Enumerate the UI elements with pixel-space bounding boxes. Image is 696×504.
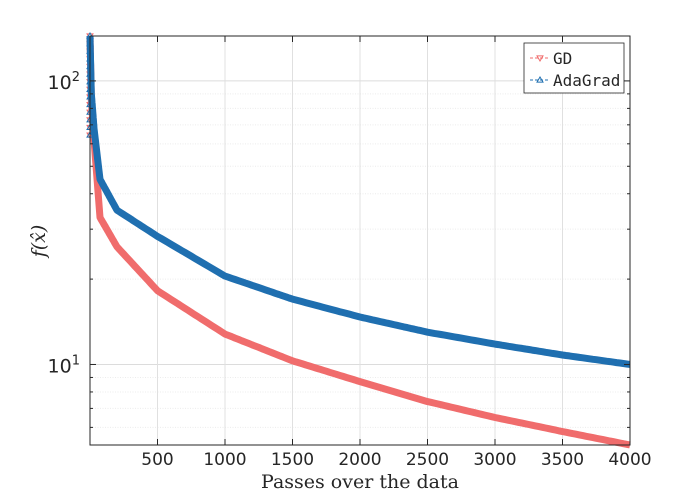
curves [87, 33, 630, 445]
x-tick-label: 2000 [338, 450, 381, 470]
legend: GD AdaGrad [524, 43, 624, 93]
x-axis-label: Passes over the data [261, 471, 459, 493]
y-tick-label: 101 [48, 353, 80, 377]
y-tick-label: 102 [48, 70, 80, 94]
x-tick-label: 1500 [271, 450, 314, 470]
legend-label: AdaGrad [553, 71, 620, 90]
x-tick-label: 2500 [406, 450, 449, 470]
x-tick-label: 1000 [203, 450, 246, 470]
x-tick-label: 3500 [541, 450, 584, 470]
y-axis-label: f(x̂) [28, 225, 50, 260]
x-tick-label: 3000 [473, 450, 516, 470]
x-tick-label: 500 [141, 450, 173, 470]
legend-label: GD [553, 49, 572, 68]
x-tick-label: 4000 [608, 450, 651, 470]
x-ticks: 500 1000 1500 2000 2500 3000 3500 4000 [141, 36, 651, 470]
